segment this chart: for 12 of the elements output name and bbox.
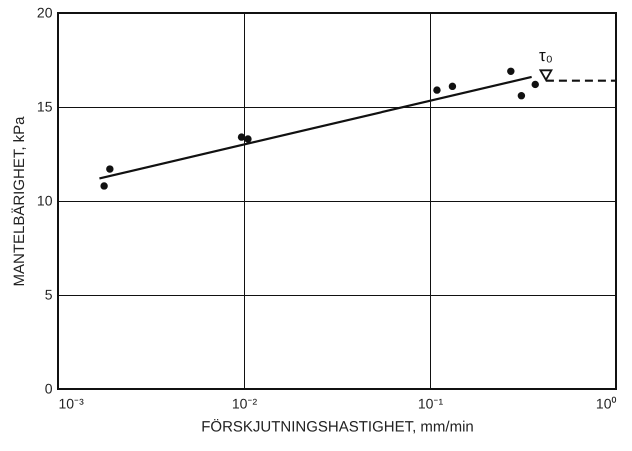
x-tick-label: 10⁰ [596, 396, 616, 412]
x-tick-label: 10⁻² [232, 396, 258, 412]
y-tick-label: 0 [44, 380, 53, 396]
y-tick-label: 10 [36, 192, 53, 208]
y-axis-title: MANTELBÄRIGHET, kPa [10, 116, 28, 287]
annotation: τ₀ [539, 46, 553, 66]
y-tick-label: 20 [36, 4, 53, 20]
x-tick-label: 10⁻³ [58, 396, 84, 412]
y-tick-label: 15 [36, 98, 53, 114]
x-tick-label: 10⁻¹ [418, 396, 444, 412]
y-tick-label: 5 [44, 286, 53, 302]
x-axis-title: FÖRSKJUTNINGSHASTIGHET, mm/min [201, 418, 474, 436]
